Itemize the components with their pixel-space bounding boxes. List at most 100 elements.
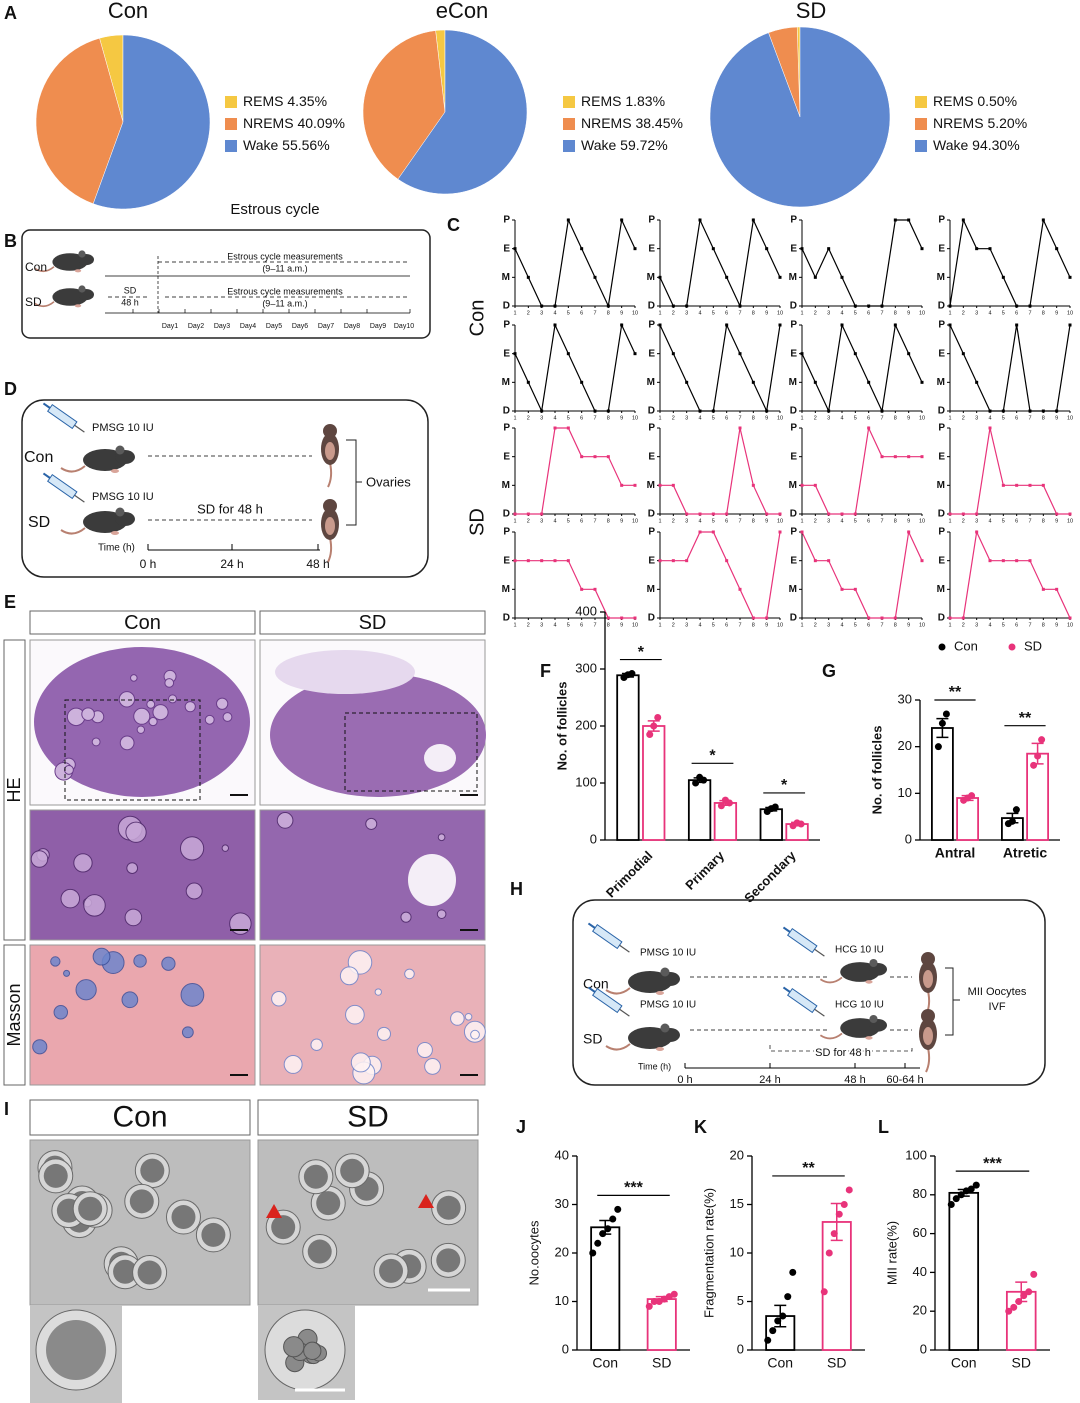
- data-point: [952, 1195, 960, 1203]
- cycle-line: [659, 322, 781, 414]
- data-point: [1030, 1270, 1038, 1278]
- data-point: [830, 1230, 838, 1238]
- syringe-needle: [814, 1008, 825, 1017]
- cycle-marker: [698, 530, 702, 534]
- legend-swatch: [563, 96, 575, 108]
- micrograph-feature: [450, 1011, 465, 1026]
- mouse-icon: [60, 507, 135, 535]
- cycle-marker: [633, 616, 637, 620]
- legend-value: 40.09%: [297, 115, 344, 131]
- y-tick-label: 400: [575, 603, 597, 618]
- x-tick-label: 6: [867, 310, 870, 316]
- cycle-marker: [840, 512, 844, 516]
- legend-category: REMS: [933, 93, 973, 109]
- data-point: [692, 779, 700, 787]
- y-tick-label: D: [938, 509, 945, 520]
- legend-swatch: [563, 140, 575, 152]
- y-tick-label: D: [938, 613, 945, 624]
- pie-title: Con: [108, 0, 148, 23]
- legend-category: NREMS: [243, 115, 294, 131]
- x-tick-label: 4: [988, 310, 991, 316]
- y-tick-label: D: [790, 613, 797, 624]
- row-header: [3, 944, 26, 1086]
- x-tick-label: 8: [894, 310, 897, 316]
- mouse-ear: [869, 958, 878, 968]
- micrograph-feature: [179, 836, 205, 861]
- legend-swatch: [915, 118, 927, 130]
- cycle-marker: [827, 512, 831, 516]
- data-point: [1034, 752, 1042, 760]
- x-tick-label: 9: [620, 518, 623, 524]
- mouse-ear: [869, 1014, 878, 1024]
- significance-label: *: [638, 644, 645, 661]
- pie-slice: [92, 34, 211, 210]
- group-label: Con: [24, 449, 53, 466]
- x-tick-label: 9: [620, 622, 623, 628]
- x-tick-label: 2: [527, 622, 530, 628]
- cycle-marker: [553, 426, 557, 430]
- x-tick-label: 4: [840, 310, 843, 316]
- y-tick-label: D: [938, 301, 945, 312]
- cycle-marker: [1041, 409, 1045, 413]
- x-tick-label: 10: [1067, 310, 1073, 316]
- cycle-marker: [725, 323, 729, 327]
- legend-swatch: [225, 96, 237, 108]
- y-tick-label: 20: [555, 1244, 569, 1259]
- x-tick-label: 3: [975, 622, 978, 628]
- legend-value: 55.56%: [282, 137, 329, 153]
- y-tick-label: 10: [730, 1244, 744, 1259]
- x-tick-label: 3: [540, 415, 543, 421]
- y-tick-label: D: [503, 406, 510, 417]
- mouse-foot: [111, 469, 119, 473]
- x-tick-label: Con: [951, 1355, 977, 1371]
- x-tick-label: 2: [672, 622, 675, 628]
- cycle-marker: [867, 426, 871, 430]
- x-tick-label: Primary: [682, 847, 727, 892]
- day-label: Day8: [344, 323, 360, 330]
- day-label: Day1: [162, 323, 178, 330]
- data-point: [764, 1336, 772, 1344]
- syringe-plunger: [42, 402, 51, 409]
- y-tick-label: P: [938, 527, 945, 538]
- significance-label: **: [802, 1160, 815, 1177]
- y-tick-label: 40: [555, 1147, 569, 1162]
- bar: [948, 1191, 980, 1351]
- y-tick-label: D: [503, 509, 510, 520]
- x-tick-label: 1: [513, 518, 516, 524]
- syringe-plunger: [42, 472, 51, 479]
- micrograph-feature: [181, 1026, 194, 1039]
- cycle-line: [801, 322, 923, 414]
- mouse-tail: [327, 462, 333, 488]
- cycle-marker: [738, 426, 742, 430]
- micrograph-feature: [91, 737, 101, 747]
- x-tick-label: 10: [777, 518, 783, 524]
- oocyte: [303, 1164, 328, 1189]
- cycle-line: [515, 560, 635, 619]
- cycle-marker: [513, 559, 517, 563]
- oocyte: [43, 1163, 68, 1188]
- x-tick-label: 6: [580, 518, 583, 524]
- mouse-head: [921, 952, 935, 966]
- mouse-tail: [819, 1032, 843, 1040]
- cycle-marker: [827, 409, 831, 413]
- micrograph-feature: [184, 701, 196, 713]
- cycle-marker: [1015, 559, 1019, 563]
- day-label: Day6: [292, 323, 308, 330]
- syringe-barrel: [787, 988, 818, 1014]
- cycle-marker: [880, 304, 884, 308]
- y-tick-label: 0: [562, 1341, 569, 1356]
- pie-title: SD: [796, 0, 827, 23]
- cycle-marker: [840, 323, 844, 327]
- y-tick-label: E: [938, 555, 945, 566]
- bar: [1026, 752, 1049, 841]
- cycle-marker: [988, 409, 992, 413]
- x-tick-label: 8: [607, 518, 610, 524]
- day-label: Day10: [394, 323, 414, 330]
- data-point: [700, 776, 708, 784]
- syringe-icon: [42, 472, 85, 503]
- micrograph-feature: [404, 968, 415, 980]
- panel-letter: G: [822, 661, 836, 681]
- dissected-mouse-icon: [321, 499, 339, 563]
- cycle-marker: [765, 512, 769, 516]
